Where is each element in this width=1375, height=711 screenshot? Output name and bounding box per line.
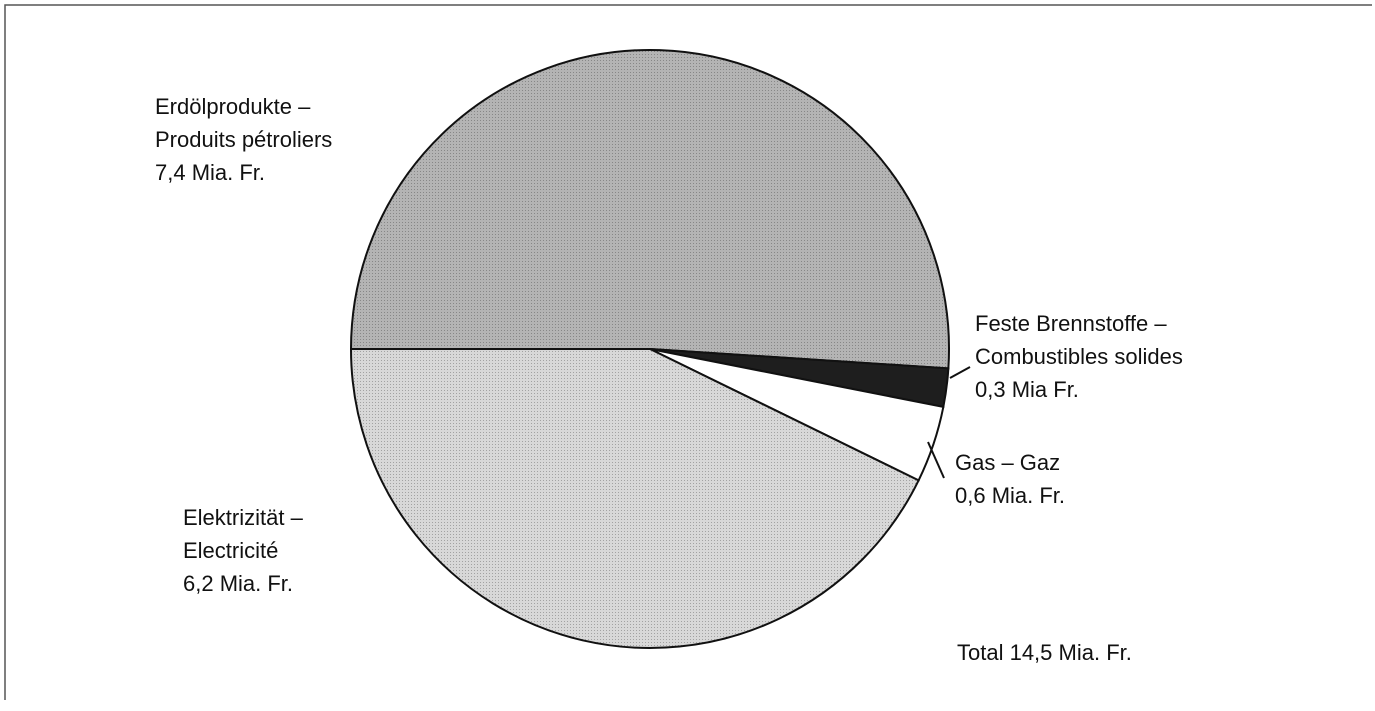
value-label: 6,2 Mia. Fr. (183, 571, 293, 596)
frame (4, 4, 1372, 700)
total-annotation: Total 14,5 Mia. Fr. (957, 640, 1132, 665)
value-label: 7,4 Mia. Fr. (155, 160, 265, 185)
slice-label: Gas – Gaz (955, 450, 1060, 475)
slice-texture (351, 349, 919, 649)
leader-line (949, 366, 971, 379)
slice-label: Feste Brennstoffe – (975, 311, 1167, 336)
slice-label: Elektrizität – (183, 505, 304, 530)
pie (349, 49, 950, 649)
slice-texture (351, 50, 949, 369)
value-label: 0,3 Mia Fr. (975, 377, 1079, 402)
slice-label: Erdölprodukte – (155, 94, 311, 119)
slice-label: Produits pétroliers (155, 127, 332, 152)
leader-line (927, 441, 945, 479)
value-label: 0,6 Mia. Fr. (955, 483, 1065, 508)
slice-label: Electricité (183, 538, 278, 563)
slice-label: Combustibles solides (975, 344, 1183, 369)
